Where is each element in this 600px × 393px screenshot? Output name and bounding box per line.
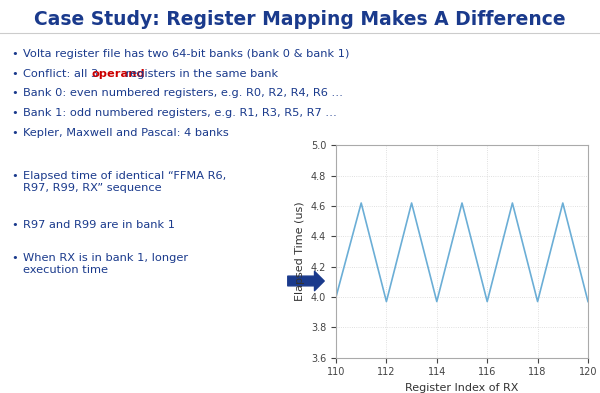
Text: •: • [11, 171, 17, 181]
Text: Bank 0: even numbered registers, e.g. R0, R2, R4, R6 …: Bank 0: even numbered registers, e.g. R0… [23, 88, 343, 98]
Text: registers in the same bank: registers in the same bank [122, 69, 278, 79]
Y-axis label: Elapsed Time (us): Elapsed Time (us) [295, 202, 305, 301]
Text: •: • [11, 69, 17, 79]
Text: •: • [11, 88, 17, 98]
Text: •: • [11, 49, 17, 59]
Text: Elapsed time of identical “FFMA R6,
R97, R99, RX” sequence: Elapsed time of identical “FFMA R6, R97,… [23, 171, 226, 193]
X-axis label: Register Index of RX: Register Index of RX [406, 383, 518, 393]
Text: Conflict: all 3: Conflict: all 3 [23, 69, 101, 79]
Text: operand: operand [92, 69, 146, 79]
Text: Case Study: Register Mapping Makes A Difference: Case Study: Register Mapping Makes A Dif… [34, 10, 566, 29]
Text: •: • [11, 128, 17, 138]
Text: Volta register file has two 64-bit banks (bank 0 & bank 1): Volta register file has two 64-bit banks… [23, 49, 349, 59]
Text: •: • [11, 108, 17, 118]
Text: Bank 1: odd numbered registers, e.g. R1, R3, R5, R7 …: Bank 1: odd numbered registers, e.g. R1,… [23, 108, 337, 118]
Text: •: • [11, 253, 17, 263]
Text: Kepler, Maxwell and Pascal: 4 banks: Kepler, Maxwell and Pascal: 4 banks [23, 128, 229, 138]
Text: •: • [11, 220, 17, 230]
Text: When RX is in bank 1, longer
execution time: When RX is in bank 1, longer execution t… [23, 253, 188, 275]
Text: R97 and R99 are in bank 1: R97 and R99 are in bank 1 [23, 220, 175, 230]
FancyArrowPatch shape [288, 271, 324, 291]
